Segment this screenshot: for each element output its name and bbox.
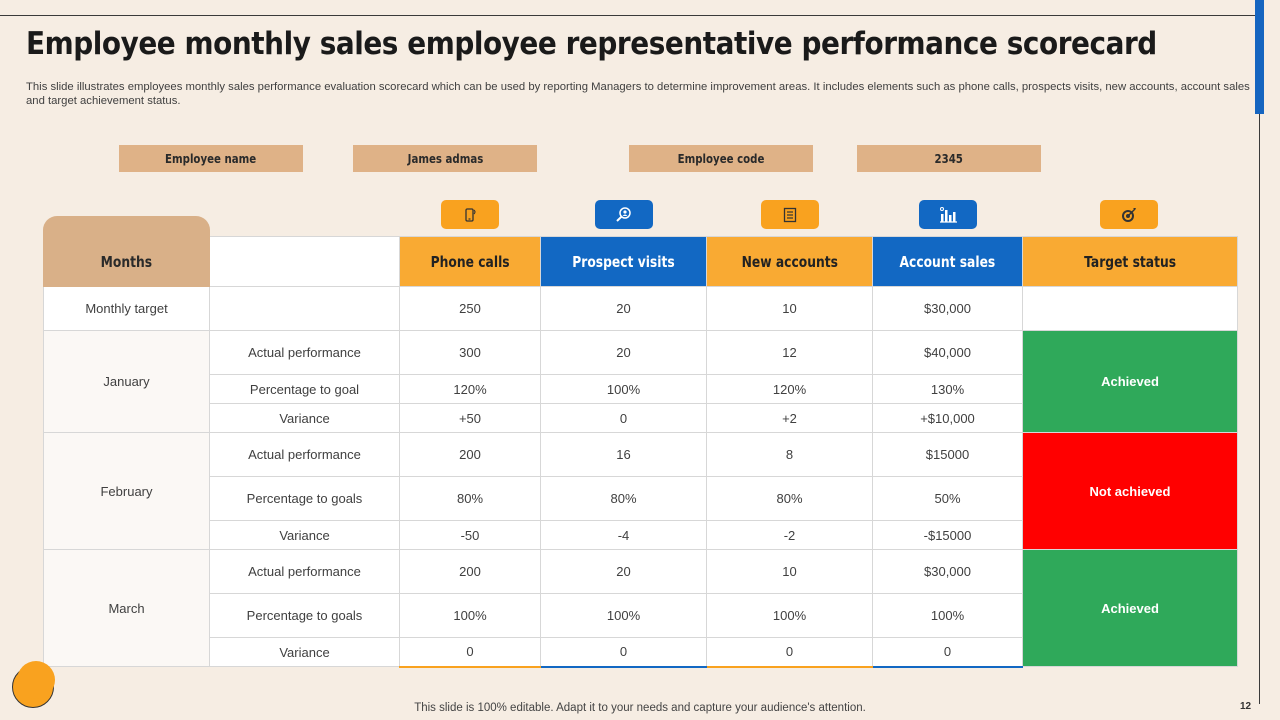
- employee-code-value: 2345: [857, 145, 1041, 172]
- table-row: Variance -50 -4 -2 -$15000: [44, 520, 1238, 550]
- table-cell: 100%: [540, 374, 707, 404]
- table-cell: 100%: [872, 593, 1023, 638]
- table-cell: 50%: [872, 476, 1023, 521]
- employee-code-label: Employee code: [629, 145, 813, 172]
- table-cell: 20: [540, 549, 707, 594]
- table-cell: $15000: [872, 432, 1023, 477]
- header-prospect-visits: Prospect visits: [540, 236, 707, 287]
- table-row: February Actual performance 200 16 8 $15…: [43, 432, 1238, 550]
- table-cell: 200: [399, 432, 541, 477]
- table-cell: 80%: [540, 476, 707, 521]
- phone-icon: [441, 200, 499, 229]
- table-cell: 0: [706, 637, 873, 668]
- table-cell: 20: [540, 330, 707, 375]
- accent-bar: [1255, 0, 1264, 114]
- table-cell: 80%: [399, 476, 541, 521]
- slide-title: Employee monthly sales employee represen…: [26, 26, 1157, 62]
- table-cell: 130%: [872, 374, 1023, 404]
- table-cell: 200: [399, 549, 541, 594]
- table-cell: 12: [706, 330, 873, 375]
- month-february: February: [43, 432, 210, 550]
- table-cell: +50: [399, 403, 541, 433]
- magnifier-person-icon: [595, 200, 653, 229]
- table-row: Percentage to goals 100% 100% 100% 100%: [44, 593, 1238, 638]
- right-divider: [1259, 114, 1260, 704]
- slide-subtitle: This slide illustrates employees monthly…: [26, 81, 1250, 107]
- document-list-icon: [761, 200, 819, 229]
- table-cell: 8: [706, 432, 873, 477]
- table-cell: $40,000: [872, 330, 1023, 375]
- top-divider: [0, 15, 1256, 16]
- row-label: Variance: [209, 520, 400, 550]
- monthly-target-label: Monthly target: [43, 286, 210, 331]
- table-cell: 0: [540, 403, 707, 433]
- scorecard-table: Months Phone calls Prospect visits New a…: [43, 236, 1238, 668]
- table-row: Monthly target 250 20 10 $30,000: [43, 286, 1238, 331]
- table-cell: 16: [540, 432, 707, 477]
- table-cell: 100%: [399, 593, 541, 638]
- table-cell: $30,000: [872, 549, 1023, 594]
- table-cell: 0: [399, 637, 541, 668]
- row-label: Percentage to goal: [209, 374, 400, 404]
- header-account-sales: Account sales: [872, 236, 1023, 287]
- header-new-accounts: New accounts: [706, 236, 873, 287]
- table-cell: 300: [399, 330, 541, 375]
- header-blank: [209, 236, 400, 287]
- month-january: January: [43, 330, 210, 433]
- row-label: Percentage to goals: [209, 476, 400, 521]
- table-row: Variance +50 0 +2 +$10,000: [44, 403, 1238, 433]
- table-row: March Actual performance 200 20 10 $30,0…: [43, 549, 1238, 667]
- page-number: 12: [1240, 701, 1252, 712]
- table-cell: +2: [706, 403, 873, 433]
- status-badge: Achieved: [1022, 330, 1238, 433]
- month-march: March: [43, 549, 210, 667]
- employee-name-value: James admas: [353, 145, 537, 172]
- table-cell: [209, 286, 400, 331]
- employee-name-label: Employee name: [119, 145, 303, 172]
- table-cell: 20: [540, 286, 707, 331]
- status-badge: Achieved: [1022, 549, 1238, 667]
- table-cell: 120%: [399, 374, 541, 404]
- header-phone-calls: Phone calls: [399, 236, 541, 287]
- table-cell: 10: [706, 549, 873, 594]
- header-target-status: Target status: [1022, 236, 1238, 287]
- table-cell: 100%: [706, 593, 873, 638]
- row-label: Variance: [209, 637, 400, 667]
- footer-note: This slide is 100% editable. Adapt it to…: [414, 702, 866, 714]
- table-row: Percentage to goal 120% 100% 120% 130%: [44, 374, 1238, 404]
- decorative-circle: [12, 661, 55, 708]
- table-cell: -4: [540, 520, 707, 550]
- target-icon: [1100, 200, 1158, 229]
- row-label: Actual performance: [209, 432, 400, 477]
- table-cell: 250: [399, 286, 541, 331]
- table-row: Variance 0 0 0 0: [44, 637, 1238, 668]
- row-label: Variance: [209, 403, 400, 433]
- row-label: Percentage to goals: [209, 593, 400, 638]
- table-cell: +$10,000: [872, 403, 1023, 433]
- table-cell: 0: [872, 637, 1023, 668]
- table-cell: $30,000: [872, 286, 1023, 331]
- table-cell: 120%: [706, 374, 873, 404]
- table-cell: -$15000: [872, 520, 1023, 550]
- table-cell: 100%: [540, 593, 707, 638]
- table-cell: -50: [399, 520, 541, 550]
- header-months: Months: [43, 236, 210, 287]
- table-cell: 0: [540, 637, 707, 668]
- status-badge: Not achieved: [1022, 432, 1238, 550]
- row-label: Actual performance: [209, 549, 400, 594]
- table-cell: -2: [706, 520, 873, 550]
- table-cell: 80%: [706, 476, 873, 521]
- table-cell: [1022, 286, 1238, 331]
- table-cell: 10: [706, 286, 873, 331]
- bar-chart-icon: [919, 200, 977, 229]
- row-label: Actual performance: [209, 330, 400, 375]
- table-row: January Actual performance 300 20 12 $40…: [43, 330, 1238, 433]
